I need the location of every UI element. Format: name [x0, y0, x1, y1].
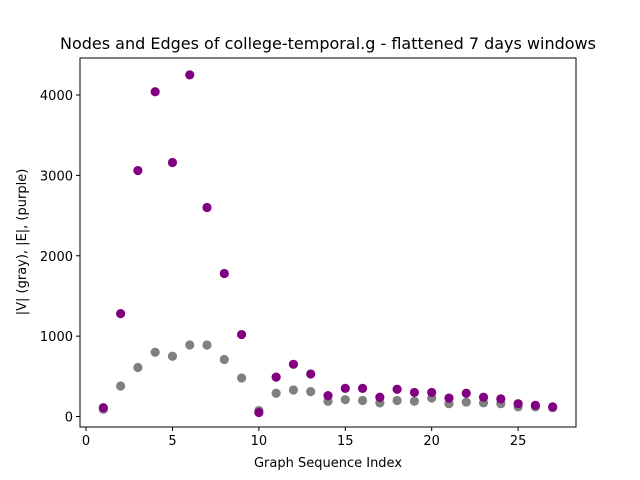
- data-point: [530, 400, 540, 410]
- data-point: [392, 384, 402, 394]
- data-point: [461, 388, 471, 398]
- x-tick-label: 15: [337, 434, 354, 449]
- data-point: [116, 381, 126, 391]
- x-tick-label: 25: [510, 434, 527, 449]
- data-point: [323, 391, 333, 401]
- data-point: [133, 165, 143, 176]
- data-point: [392, 395, 402, 406]
- x-tick-label: 5: [168, 434, 176, 449]
- data-point: [427, 387, 437, 398]
- data-point: [357, 395, 368, 406]
- chart-title: Nodes and Edges of college-temporal.g - …: [60, 34, 596, 53]
- data-point: [202, 340, 212, 350]
- x-tick-label: 20: [423, 434, 440, 449]
- data-point: [133, 362, 143, 373]
- plot-area: [79, 57, 577, 428]
- data-point: [219, 354, 229, 365]
- data-point: [461, 397, 471, 407]
- series-vertices: [98, 340, 558, 416]
- y-tick-label: 2000: [40, 250, 73, 265]
- data-point: [357, 383, 368, 394]
- y-tick-label: 0: [65, 411, 73, 426]
- data-point: [254, 407, 264, 418]
- data-point: [340, 383, 350, 394]
- x-tick-label: 10: [251, 434, 268, 449]
- y-axis-ticks: 0 1000 2000 3000 4000: [40, 89, 80, 426]
- data-point: [185, 340, 195, 350]
- y-tick-label: 3000: [40, 169, 73, 184]
- data-point: [185, 70, 195, 80]
- x-axis-ticks: 0 5 10 15 20 25: [82, 427, 526, 449]
- data-point: [409, 387, 420, 398]
- data-point: [271, 388, 281, 398]
- data-point: [306, 369, 316, 379]
- data-point: [375, 392, 385, 402]
- data-point: [150, 347, 160, 357]
- data-point: [288, 359, 299, 369]
- data-point: [478, 392, 489, 402]
- data-point: [236, 373, 247, 383]
- data-point: [548, 402, 558, 412]
- x-tick-label: 0: [82, 434, 90, 449]
- data-point: [150, 87, 160, 97]
- y-axis-label: |V| (gray), |E|, (purple): [15, 169, 30, 316]
- data-point: [219, 268, 229, 279]
- data-points: [98, 70, 558, 418]
- data-point: [496, 394, 506, 404]
- data-point: [271, 372, 281, 382]
- data-point: [340, 395, 350, 405]
- series-edges: [98, 70, 558, 418]
- data-point: [306, 387, 316, 397]
- x-axis-label: Graph Sequence Index: [254, 456, 402, 471]
- data-point: [167, 157, 178, 168]
- data-point: [116, 309, 126, 319]
- data-point: [236, 329, 247, 340]
- data-point: [202, 202, 212, 213]
- data-point: [409, 396, 420, 406]
- y-tick-label: 4000: [40, 89, 73, 104]
- data-point: [98, 403, 108, 413]
- y-tick-label: 1000: [40, 330, 73, 345]
- data-point: [513, 399, 523, 409]
- data-point: [288, 385, 299, 395]
- data-point: [444, 393, 454, 403]
- data-point: [167, 351, 178, 361]
